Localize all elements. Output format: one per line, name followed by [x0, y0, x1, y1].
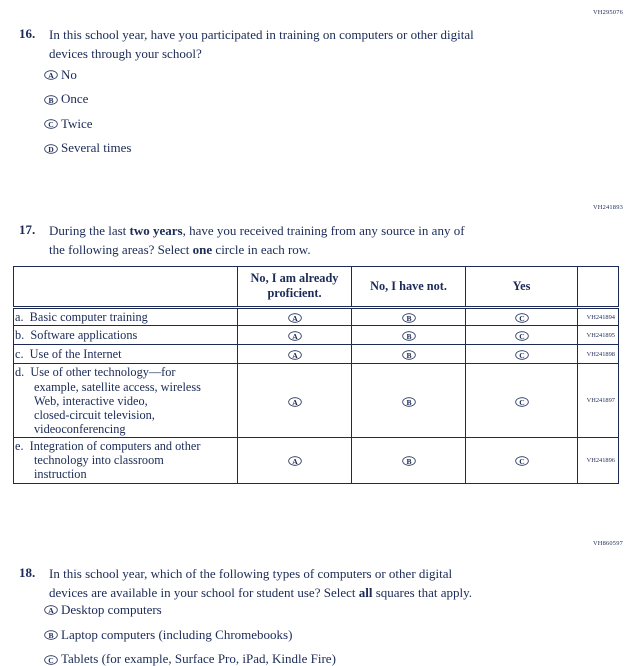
svg-text:C: C	[48, 656, 53, 665]
svg-text:B: B	[406, 398, 411, 407]
svg-text:A: A	[292, 457, 298, 466]
svg-text:A: A	[48, 606, 54, 615]
svg-text:A: A	[292, 351, 298, 360]
svg-text:B: B	[406, 351, 411, 360]
svg-text:A: A	[292, 314, 298, 323]
svg-text:A: A	[292, 332, 298, 341]
svg-text:B: B	[406, 314, 411, 323]
svg-text:C: C	[519, 398, 524, 407]
svg-text:D: D	[48, 145, 54, 154]
svg-text:B: B	[48, 631, 53, 640]
svg-text:C: C	[519, 314, 524, 323]
svg-text:C: C	[519, 351, 524, 360]
svg-text:B: B	[406, 332, 411, 341]
svg-text:C: C	[519, 332, 524, 341]
svg-text:B: B	[48, 96, 53, 105]
svg-text:C: C	[519, 457, 524, 466]
svg-text:C: C	[48, 120, 53, 129]
svg-text:B: B	[406, 457, 411, 466]
svg-text:A: A	[48, 71, 54, 80]
svg-text:A: A	[292, 398, 298, 407]
